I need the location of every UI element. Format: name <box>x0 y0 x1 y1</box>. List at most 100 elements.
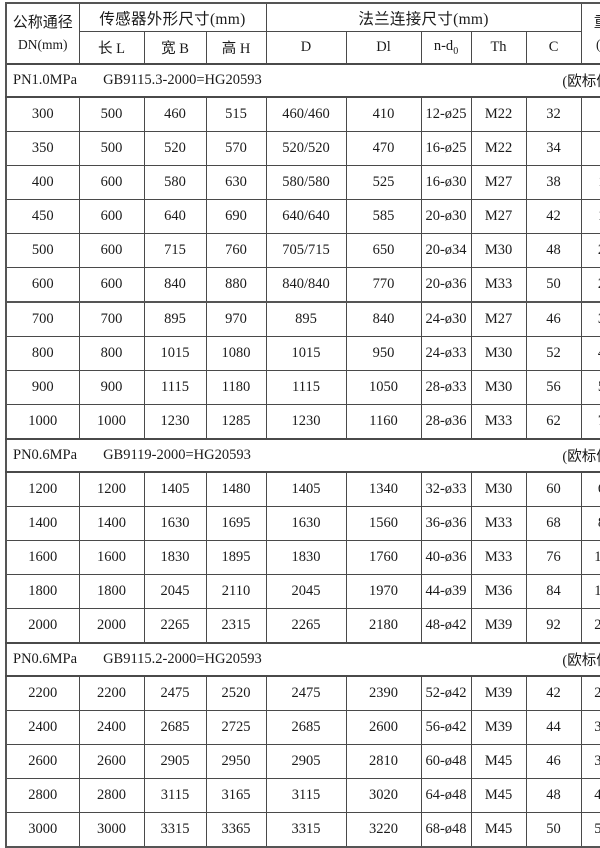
section-header-row: PN0.6MPa GB9119-2000=HG20593 (欧标体系) <box>4 438 600 473</box>
cell-nominal-diameter: 1000 <box>5 404 80 440</box>
cell-d: 895 <box>265 301 347 337</box>
cell-n-d0: 36-ø36 <box>420 506 472 541</box>
cell-th: M27 <box>470 301 527 337</box>
cell-th: M27 <box>470 165 527 200</box>
cell-d1: 3020 <box>345 778 422 813</box>
cell-th: M30 <box>470 471 527 507</box>
cell-d: 460/460 <box>265 96 347 132</box>
cell-width: 1015 <box>143 336 207 371</box>
cell-c: 48 <box>525 778 582 813</box>
cell-nominal-diameter: 1200 <box>5 471 80 507</box>
cell-c: 32 <box>525 96 582 132</box>
section-standard-code: GB9115.2-2000=HG20593 <box>103 651 262 667</box>
cell-width: 1115 <box>143 370 207 405</box>
cell-length: 500 <box>78 131 145 166</box>
cell-n-d0: 20-ø36 <box>420 267 472 303</box>
cell-n-d0: 24-ø33 <box>420 336 472 371</box>
cell-length: 700 <box>78 301 145 337</box>
cell-height: 690 <box>205 199 267 234</box>
header-col-d: D <box>265 31 347 65</box>
cell-length: 3000 <box>78 812 145 848</box>
cell-n-d0: 20-ø34 <box>420 233 472 268</box>
section-pressure-rating: PN0.6MPa <box>13 651 78 667</box>
cell-weight: 4930 <box>580 778 600 813</box>
section-header-cell: PN0.6MPa GB9115.2-2000=HG20593 (欧标体系) <box>4 642 600 677</box>
cell-th: M33 <box>470 540 527 575</box>
cell-height: 2950 <box>205 744 267 779</box>
cell-length: 1400 <box>78 506 145 541</box>
cell-d1: 2390 <box>345 675 422 711</box>
section-standard-system: (欧标体系) <box>562 449 600 465</box>
header-weight-line1: 重量 <box>582 12 600 35</box>
cell-th: M30 <box>470 233 527 268</box>
cell-n-d0: 40-ø36 <box>420 540 472 575</box>
cell-d1: 2810 <box>345 744 422 779</box>
cell-d1: 410 <box>345 96 422 132</box>
cell-d: 2265 <box>265 608 347 644</box>
cell-height: 570 <box>205 131 267 166</box>
header-weight-line2: (Kg) <box>582 35 600 55</box>
cell-c: 50 <box>525 812 582 848</box>
header-col-n-d0: n-d0 <box>420 31 472 65</box>
cell-n-d0: 44-ø39 <box>420 574 472 609</box>
cell-c: 44 <box>525 710 582 745</box>
cell-nominal-diameter: 1400 <box>5 506 80 541</box>
cell-d1: 1760 <box>345 540 422 575</box>
cell-width: 840 <box>143 267 207 303</box>
cell-nominal-diameter: 800 <box>5 336 80 371</box>
header-col-width: 宽 B <box>143 31 207 65</box>
cell-c: 46 <box>525 744 582 779</box>
cell-height: 1480 <box>205 471 267 507</box>
cell-d: 1630 <box>265 506 347 541</box>
cell-d1: 470 <box>345 131 422 166</box>
cell-th: M27 <box>470 199 527 234</box>
cell-height: 2315 <box>205 608 267 644</box>
header-group-row: 公称通径 DN(mm) 传感器外形尺寸(mm) 法兰连接尺寸(mm) 重量 (K… <box>5 2 600 65</box>
cell-d1: 650 <box>345 233 422 268</box>
cell-length: 500 <box>78 96 145 132</box>
cell-d: 3115 <box>265 778 347 813</box>
cell-height: 515 <box>205 96 267 132</box>
header-sensor-dimensions: 传感器外形尺寸(mm) <box>78 2 267 32</box>
flange-dimension-table: 公称通径 DN(mm) 传感器外形尺寸(mm) 法兰连接尺寸(mm) 重量 (K… <box>4 2 600 848</box>
cell-nominal-diameter: 2000 <box>5 608 80 644</box>
cell-weight: 2800 <box>580 675 600 711</box>
cell-height: 2520 <box>205 675 267 711</box>
cell-d1: 840 <box>345 301 422 337</box>
header-nominal-diameter: 公称通径 DN(mm) <box>5 2 80 65</box>
section-header-cell: PN1.0MPa GB9115.3-2000=HG20593 (欧标体系) <box>4 63 600 98</box>
cell-n-d0: 60-ø48 <box>420 744 472 779</box>
cell-n-d0: 16-ø30 <box>420 165 472 200</box>
cell-nominal-diameter: 2200 <box>5 675 80 711</box>
cell-weight: 360 <box>580 301 600 337</box>
cell-c: 48 <box>525 233 582 268</box>
cell-weight: 1800 <box>580 574 600 609</box>
cell-weight: 200 <box>580 233 600 268</box>
cell-weight: 110 <box>580 165 600 200</box>
cell-c: 52 <box>525 336 582 371</box>
cell-c: 42 <box>525 199 582 234</box>
cell-c: 84 <box>525 574 582 609</box>
cell-c: 50 <box>525 267 582 303</box>
cell-d: 2905 <box>265 744 347 779</box>
cell-nominal-diameter: 2600 <box>5 744 80 779</box>
cell-length: 2400 <box>78 710 145 745</box>
cell-th: M33 <box>470 267 527 303</box>
cell-height: 1180 <box>205 370 267 405</box>
cell-c: 92 <box>525 608 582 644</box>
cell-width: 460 <box>143 96 207 132</box>
cell-c: 34 <box>525 131 582 166</box>
cell-width: 2045 <box>143 574 207 609</box>
cell-length: 2000 <box>78 608 145 644</box>
cell-d: 705/715 <box>265 233 347 268</box>
section-header-row: PN1.0MPa GB9115.3-2000=HG20593 (欧标体系) <box>4 63 600 98</box>
cell-th: M39 <box>470 710 527 745</box>
